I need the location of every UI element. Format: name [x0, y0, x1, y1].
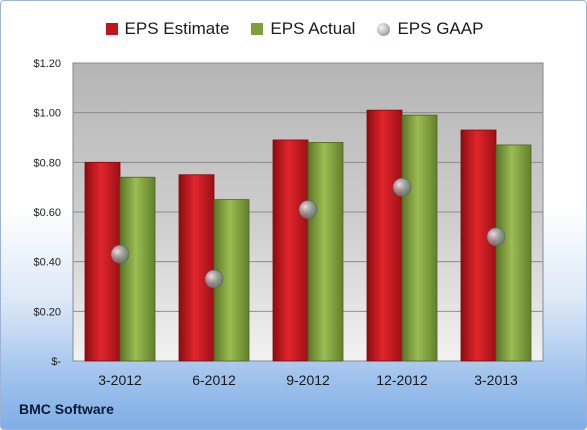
legend: EPS Estimate EPS Actual EPS GAAP — [1, 16, 586, 42]
marker-eps-gaap — [486, 227, 506, 247]
y-tick-label: $0.40 — [33, 257, 61, 269]
x-tick-label: 3-2013 — [474, 372, 518, 388]
legend-item-gaap: EPS GAAP — [377, 19, 483, 39]
bar-eps-estimate — [460, 129, 497, 362]
marker-eps-gaap — [392, 177, 412, 197]
bar-eps-actual — [401, 114, 438, 362]
x-tick-label: 6-2012 — [192, 372, 236, 388]
bar-eps-estimate — [84, 161, 121, 362]
bar-eps-actual — [495, 144, 532, 362]
legend-swatch-estimate — [105, 23, 118, 35]
legend-item-actual: EPS Actual — [251, 19, 355, 39]
company-name: BMC Software — [19, 401, 114, 417]
y-tick-label: $0.80 — [33, 157, 61, 169]
marker-eps-gaap — [298, 200, 318, 219]
x-tick-label: 9-2012 — [286, 372, 330, 388]
marker-eps-gaap — [110, 244, 130, 264]
bar-eps-estimate — [272, 139, 309, 362]
legend-swatch-actual — [251, 23, 264, 35]
legend-label-actual: EPS Actual — [270, 19, 356, 38]
marker-eps-gaap — [204, 269, 224, 289]
y-tick-label: $0.20 — [33, 306, 61, 318]
y-tick-label: $1.20 — [33, 58, 61, 70]
legend-swatch-gaap — [377, 22, 391, 36]
bar-eps-actual — [307, 142, 344, 362]
legend-item-estimate: EPS Estimate — [105, 19, 230, 39]
x-tick-label: 3-2012 — [98, 372, 142, 388]
legend-label-gaap: EPS GAAP — [397, 19, 484, 38]
y-tick-label: $0.60 — [33, 207, 61, 219]
bar-eps-actual — [119, 176, 156, 362]
y-tick-label: $1.00 — [33, 108, 61, 120]
x-tick-label: 12-2012 — [376, 372, 428, 388]
legend-label-estimate: EPS Estimate — [124, 19, 230, 38]
y-tick-label: $- — [51, 356, 61, 368]
bar-eps-estimate — [366, 109, 403, 362]
bar-eps-estimate — [178, 174, 215, 362]
